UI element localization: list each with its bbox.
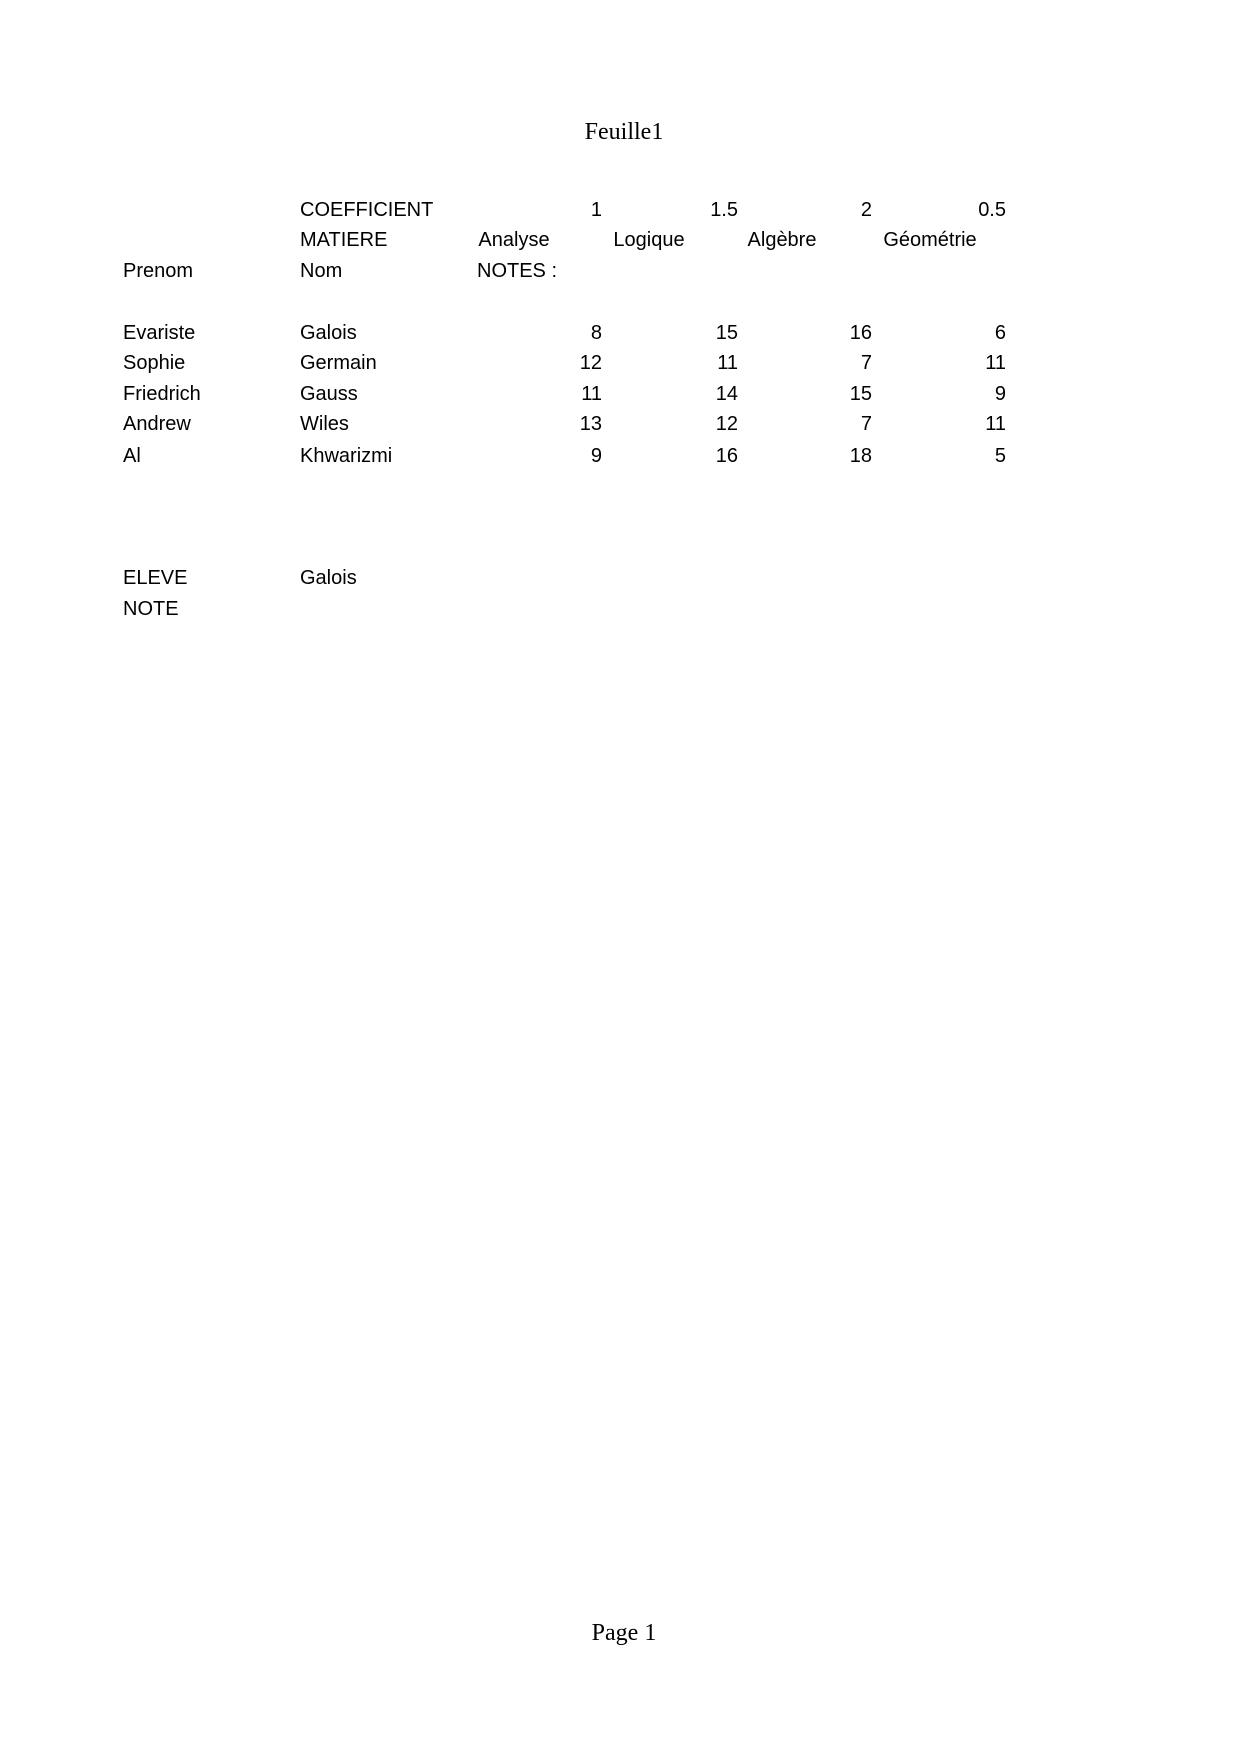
- note-cell: 12: [715, 413, 738, 435]
- note-cell: 15: [849, 383, 872, 405]
- note-cell: 8: [590, 322, 602, 344]
- note-cell: 16: [849, 322, 872, 344]
- subject-header: Géométrie: [883, 229, 977, 251]
- coefficient-value: 1: [590, 199, 602, 221]
- coefficient-label: COEFFICIENT: [300, 199, 434, 221]
- prenom-cell: Friedrich: [123, 383, 201, 405]
- note-cell: 16: [715, 445, 738, 467]
- eleve-label: ELEVE: [123, 567, 188, 589]
- prenom-cell: Al: [123, 445, 141, 467]
- note-cell: 9: [994, 383, 1006, 405]
- nom-header: Nom: [300, 260, 343, 282]
- page-title: Feuille1: [584, 119, 664, 145]
- nom-cell: Galois: [300, 322, 357, 344]
- subject-header: Analyse: [478, 229, 550, 251]
- note-cell: 7: [860, 352, 872, 374]
- note-cell: 13: [579, 413, 602, 435]
- note-cell: 15: [715, 322, 738, 344]
- prenom-header: Prenom: [123, 260, 194, 282]
- note-cell: 11: [581, 383, 602, 405]
- prenom-cell: Sophie: [123, 352, 186, 374]
- nom-cell: Khwarizmi: [300, 445, 393, 467]
- prenom-cell: Andrew: [123, 413, 191, 435]
- page-number: Page 1: [591, 1620, 657, 1646]
- note-cell: 11: [985, 352, 1006, 374]
- note-cell: 5: [994, 445, 1006, 467]
- eleve-value: Galois: [300, 567, 357, 589]
- coefficient-value: 1.5: [710, 199, 738, 221]
- coefficient-value: 0.5: [978, 199, 1006, 221]
- notes-header: NOTES :: [477, 260, 558, 282]
- subject-header: Logique: [613, 229, 685, 251]
- prenom-cell: Evariste: [123, 322, 196, 344]
- note-cell: 7: [860, 413, 872, 435]
- note-cell: 9: [590, 445, 602, 467]
- note-cell: 6: [994, 322, 1006, 344]
- coefficient-value: 2: [860, 199, 872, 221]
- nom-cell: Germain: [300, 352, 377, 374]
- nom-cell: Wiles: [300, 413, 349, 435]
- note-cell: 18: [849, 445, 872, 467]
- nom-cell: Gauss: [300, 383, 358, 405]
- note-cell: 14: [715, 383, 738, 405]
- note-cell: 11: [717, 352, 738, 374]
- note-cell: 11: [985, 413, 1006, 435]
- subject-header: Algèbre: [747, 229, 817, 251]
- note-label: NOTE: [123, 598, 179, 620]
- note-cell: 12: [579, 352, 602, 374]
- matiere-label: MATIERE: [300, 229, 388, 251]
